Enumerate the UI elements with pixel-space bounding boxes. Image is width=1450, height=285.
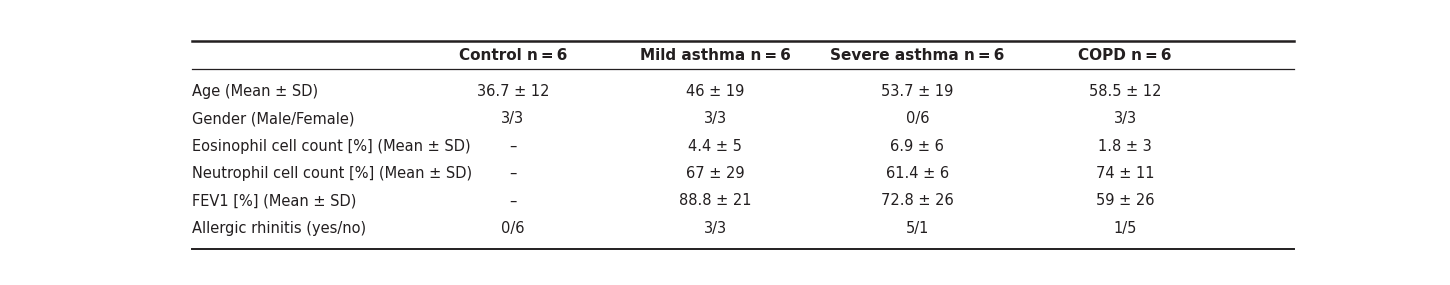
Text: 61.4 ± 6: 61.4 ± 6 (886, 166, 948, 181)
Text: Mild asthma n = 6: Mild asthma n = 6 (639, 48, 790, 62)
Text: 3/3: 3/3 (703, 221, 726, 236)
Text: Eosinophil cell count [%] (Mean ± SD): Eosinophil cell count [%] (Mean ± SD) (193, 139, 471, 154)
Text: 74 ± 11: 74 ± 11 (1096, 166, 1154, 181)
Text: 3/3: 3/3 (703, 111, 726, 126)
Text: 36.7 ± 12: 36.7 ± 12 (477, 84, 550, 99)
Text: 3/3: 3/3 (1114, 111, 1137, 126)
Text: –: – (509, 166, 516, 181)
Text: 0/6: 0/6 (502, 221, 525, 236)
Text: 1.8 ± 3: 1.8 ± 3 (1098, 139, 1153, 154)
Text: Neutrophil cell count [%] (Mean ± SD): Neutrophil cell count [%] (Mean ± SD) (193, 166, 473, 181)
Text: 46 ± 19: 46 ± 19 (686, 84, 744, 99)
Text: 0/6: 0/6 (906, 111, 929, 126)
Text: Age (Mean ± SD): Age (Mean ± SD) (193, 84, 319, 99)
Text: –: – (509, 139, 516, 154)
Text: 72.8 ± 26: 72.8 ± 26 (882, 194, 954, 209)
Text: 67 ± 29: 67 ± 29 (686, 166, 744, 181)
Text: Gender (Male/Female): Gender (Male/Female) (193, 111, 355, 126)
Text: 53.7 ± 19: 53.7 ± 19 (882, 84, 954, 99)
Text: COPD n = 6: COPD n = 6 (1079, 48, 1172, 62)
Text: 3/3: 3/3 (502, 111, 525, 126)
Text: Severe asthma n = 6: Severe asthma n = 6 (829, 48, 1005, 62)
Text: FEV1 [%] (Mean ± SD): FEV1 [%] (Mean ± SD) (193, 194, 357, 209)
Text: 88.8 ± 21: 88.8 ± 21 (679, 194, 751, 209)
Text: 5/1: 5/1 (906, 221, 929, 236)
Text: 6.9 ± 6: 6.9 ± 6 (890, 139, 944, 154)
Text: 4.4 ± 5: 4.4 ± 5 (689, 139, 742, 154)
Text: Allergic rhinitis (yes/no): Allergic rhinitis (yes/no) (193, 221, 367, 236)
Text: 59 ± 26: 59 ± 26 (1096, 194, 1154, 209)
Text: –: – (509, 194, 516, 209)
Text: Control n = 6: Control n = 6 (458, 48, 567, 62)
Text: 1/5: 1/5 (1114, 221, 1137, 236)
Text: 58.5 ± 12: 58.5 ± 12 (1089, 84, 1161, 99)
